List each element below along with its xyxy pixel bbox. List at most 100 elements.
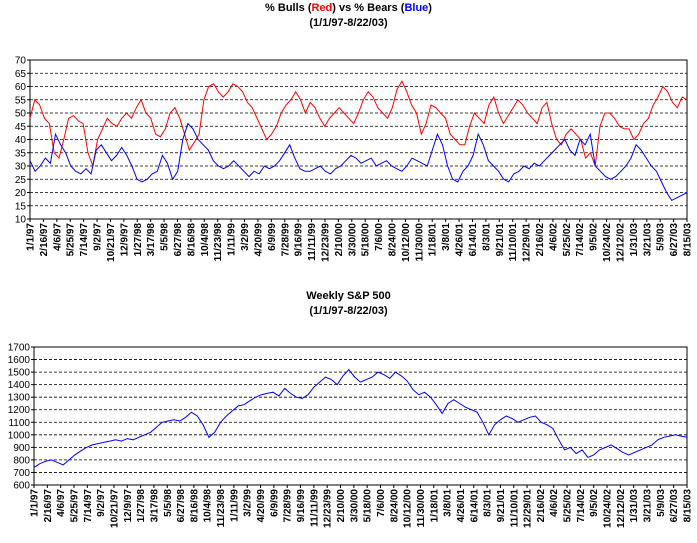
- chart2-xtick-label: 2/10/00: [336, 489, 347, 523]
- chart1-xtick-label: 12/29/01: [522, 223, 533, 262]
- chart1-ytick-label: 35: [15, 148, 27, 159]
- chart1-ytick-label: 55: [15, 95, 27, 106]
- chart2-xtick-label: 3/17/98: [149, 489, 160, 523]
- chart1-xtick-label: 10/4/98: [200, 223, 211, 257]
- chart1-xtick-label: 7/14/97: [79, 223, 90, 257]
- chart2-xtick-label: 9/5/02: [589, 489, 600, 517]
- chart2-ytick-label: 1600: [8, 355, 31, 366]
- chart1-xtick-label: 8/3/01: [481, 223, 492, 251]
- chart2-xtick-label: 10/12/00: [403, 489, 414, 528]
- chart1-xtick-label: 3/2/99: [240, 223, 251, 251]
- chart2-xtick-label: 12/23/99: [323, 489, 334, 528]
- chart2-xtick-label: 5/18/00: [363, 489, 374, 523]
- chart2-xtick-label: 3/30/00: [349, 489, 360, 523]
- chart1-xtick-label: 9/5/02: [589, 223, 600, 251]
- chart1-ytick-label: 50: [15, 109, 27, 120]
- chart1-xtick-label: 4/20/99: [253, 223, 264, 257]
- chart1-xtick-label: 11/11/99: [307, 223, 318, 261]
- chart1-ytick-label: 25: [15, 175, 27, 186]
- chart1-xtick-label: 4/6/97: [52, 223, 63, 251]
- chart1-xtick-label: 11/30/00: [414, 223, 425, 262]
- chart1-xtick-label: 4/26/01: [455, 223, 466, 257]
- chart2-xtick-label: 7/14/97: [83, 489, 94, 523]
- chart1-xtick-label: 1/18/01: [428, 223, 439, 257]
- chart2-xtick-label: 10/21/97: [109, 489, 120, 528]
- chart1-xtick-label: 9/21/01: [495, 223, 506, 257]
- chart1-xtick-label: 3/8/01: [441, 223, 452, 251]
- chart2-xtick-label: 3/8/01: [443, 489, 454, 517]
- chart2-ytick-label: 1400: [8, 380, 31, 391]
- chart2-xtick-label: 9/16/99: [296, 489, 307, 523]
- chart2-ytick-label: 1000: [8, 430, 31, 441]
- chart1-xtick-label: 2/16/97: [39, 223, 50, 257]
- chart2-xtick-label: 4/6/97: [56, 489, 67, 517]
- chart1-xtick-label: 7/28/99: [280, 223, 291, 257]
- chart1-xtick-label: 6/14/01: [468, 223, 479, 257]
- chart1-xtick-label: 5/25/02: [562, 223, 573, 257]
- chart1-series-red-line: [29, 80, 688, 168]
- chart1-xtick-label: 6/27/98: [173, 223, 184, 257]
- chart1-xtick-label: 5/9/03: [656, 223, 667, 251]
- chart1-xtick-label: 2/10/00: [334, 223, 345, 257]
- chart1-xtick-label: 10/24/02: [602, 223, 613, 262]
- chart1-xtick-label: 6/9/99: [267, 223, 278, 251]
- chart2-xtick-label: 2/16/97: [43, 489, 54, 523]
- chart2-xtick-label: 11/23/98: [216, 489, 227, 528]
- chart2-xtick-label: 11/10/01: [509, 489, 520, 528]
- chart1-xtick-label: 3/21/03: [642, 223, 653, 257]
- chart2-ytick-label: 1100: [8, 418, 30, 429]
- chart2-xtick-label: 1/1/97: [30, 489, 41, 517]
- chart2-xtick-label: 4/6/02: [549, 489, 560, 517]
- chart2-series-0-line: [33, 368, 688, 468]
- chart1-ytick-label: 20: [15, 188, 27, 199]
- chart2-xtick-label: 9/21/01: [496, 489, 507, 523]
- chart2-ytick-label: 700: [13, 468, 30, 479]
- chart1-xtick-label: 12/12/02: [615, 223, 626, 262]
- chart2-xtick-label: 7/6/00: [376, 489, 387, 517]
- chart2-xtick-label: 1/27/98: [136, 489, 147, 523]
- chart2-ytick-label: 1700: [8, 343, 31, 354]
- chart1-ytick-label: 10: [15, 215, 27, 226]
- chart2-ytick-label: 1300: [8, 393, 31, 404]
- chart1-title: % Bulls (Red) vs % Bears (Blue): [265, 2, 432, 14]
- chart1-xtick-label: 8/16/98: [186, 223, 197, 257]
- chart1-xtick-label: 12/9/97: [119, 223, 130, 257]
- chart2-xtick-label: 7/28/99: [283, 489, 294, 523]
- chart2-xtick-label: 3/21/03: [643, 489, 654, 523]
- chart2-xtick-label: 6/14/01: [469, 489, 480, 523]
- chart2-xtick-label: 9/2/97: [96, 489, 107, 517]
- chart1-xtick-label: 8/15/03: [683, 223, 694, 257]
- chart1-xtick-label: 8/24/00: [388, 223, 399, 257]
- chart1-series-blue-line: [29, 122, 688, 202]
- chart1-xtick-label: 5/25/97: [66, 223, 77, 257]
- chart1-xtick-label: 11/23/98: [213, 223, 224, 262]
- chart1-subtitle: (1/1/97-8/22/03): [309, 17, 388, 29]
- chart2-xtick-label: 8/3/01: [483, 489, 494, 517]
- chart2-subtitle: (1/1/97-8/22/03): [309, 305, 388, 317]
- chart2-xtick-label: 11/11/99: [309, 489, 320, 527]
- chart2-ytick-label: 1200: [8, 405, 31, 416]
- chart1-xtick-label: 10/21/97: [106, 223, 117, 262]
- chart2-xtick-label: 8/16/98: [189, 489, 200, 523]
- chart1-ytick-label: 60: [15, 82, 27, 93]
- chart2-xtick-label: 6/27/03: [669, 489, 680, 523]
- chart2-xtick-label: 6/9/99: [269, 489, 280, 517]
- chart2-xtick-label: 12/29/01: [523, 489, 534, 528]
- chart2-xtick-label: 1/31/03: [629, 489, 640, 523]
- chart1-ytick-label: 65: [15, 69, 27, 80]
- chart2-xtick-label: 11/30/00: [416, 489, 427, 528]
- chart1-xtick-label: 9/16/99: [294, 223, 305, 257]
- chart2-xtick-label: 1/18/01: [429, 489, 440, 523]
- chart1-ytick-label: 40: [15, 135, 27, 146]
- chart1-xtick-label: 3/30/00: [347, 223, 358, 257]
- chart2-xtick-label: 1/11/99: [229, 489, 240, 522]
- chart2-xtick-label: 8/15/03: [683, 489, 694, 523]
- chart2-xtick-label: 10/24/02: [603, 489, 614, 528]
- chart2-xtick-label: 12/9/97: [123, 489, 134, 523]
- chart1-xtick-label: 10/12/00: [401, 223, 412, 262]
- chart1-xtick-label: 7/6/00: [374, 223, 385, 251]
- chart2-ytick-label: 800: [13, 455, 30, 466]
- chart2-xtick-label: 3/2/99: [243, 489, 254, 517]
- chart1-ytick-label: 70: [15, 56, 27, 67]
